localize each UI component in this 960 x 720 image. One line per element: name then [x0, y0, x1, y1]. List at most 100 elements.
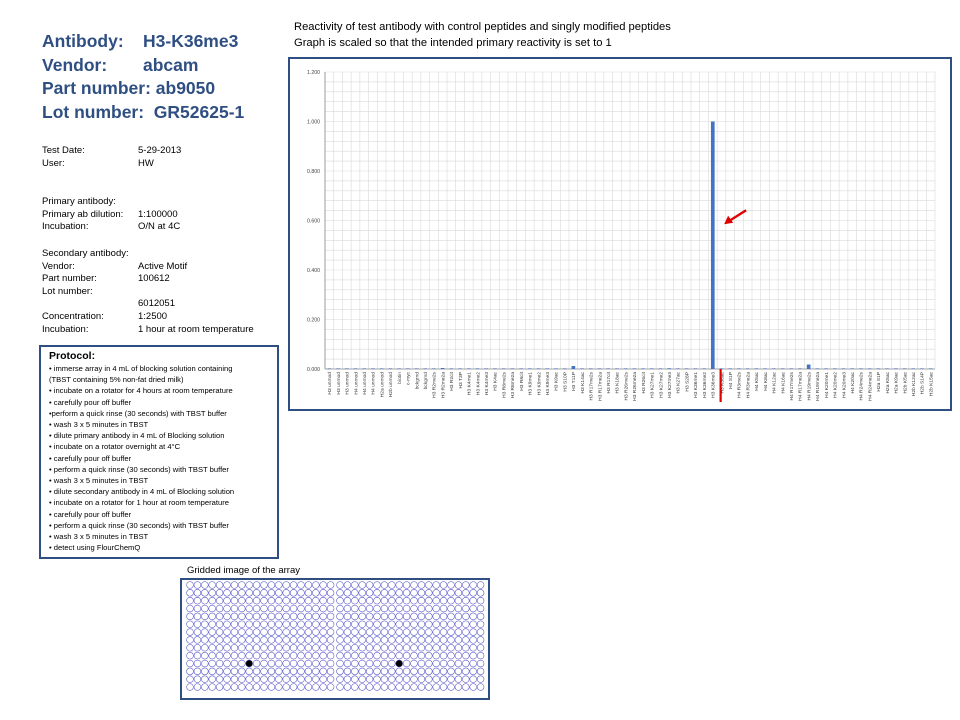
array-spot-outline: [201, 667, 209, 676]
array-spot-outline: [351, 636, 359, 644]
array-spot-outline: [417, 659, 426, 668]
array-spot-outline: [343, 612, 352, 621]
bar: [684, 368, 689, 369]
bar: [562, 368, 567, 369]
array-spot-outline: [208, 620, 216, 628]
array-spot-outline: [454, 636, 463, 644]
lot-number-row: Lot number: GR52625-1: [42, 101, 292, 125]
x-tick-label: H3 T11P: [571, 372, 577, 391]
array-spot-outline: [417, 628, 426, 636]
array-spot-outline: [462, 651, 470, 660]
bar: [658, 368, 663, 369]
array-spot-outline: [223, 628, 231, 636]
array-spot-outline: [351, 667, 359, 676]
array-spot-outline: [365, 683, 374, 691]
array-spot-outline: [343, 644, 352, 652]
test-date-label: Test Date:: [42, 145, 85, 156]
array-spot-outline: [388, 636, 396, 644]
array-spot-outline: [425, 683, 433, 691]
array-spot-outline: [230, 604, 239, 613]
array-spot-outline: [462, 604, 470, 613]
x-tick-label: H3 K36me2: [702, 372, 708, 398]
array-spot-outline: [282, 651, 290, 660]
array-spot-outline: [410, 675, 418, 683]
bar: [728, 368, 733, 369]
y-tick-label: 0.200: [307, 318, 320, 324]
bar: [423, 368, 428, 369]
x-tick-label: H3 R26me2s: [623, 371, 629, 400]
array-spot-outline: [447, 675, 455, 683]
array-spot-outline: [215, 683, 224, 691]
array-spot-outline: [358, 675, 366, 683]
array-spot-outline: [395, 604, 403, 613]
array-spot-outline: [402, 628, 411, 636]
x-tick-label: H2b S14P: [920, 372, 926, 394]
array-spot-outline: [351, 597, 359, 605]
array-spot-outline: [238, 667, 246, 676]
array-spot-outline: [447, 628, 455, 636]
array-spot-outline: [388, 675, 396, 683]
array-spot-outline: [252, 604, 261, 613]
bar: [806, 364, 811, 369]
array-spot-outline: [358, 659, 366, 668]
array-spot-outline: [282, 597, 290, 605]
antibody-value: H3-K36me3: [143, 31, 239, 51]
array-spot-outline: [410, 636, 418, 644]
bar: [763, 368, 767, 369]
array-spot-outline: [304, 604, 313, 613]
bar: [789, 368, 794, 369]
array-spot-outline: [238, 651, 246, 660]
array-spot-outline: [380, 604, 389, 613]
array-spot-outline: [336, 651, 344, 660]
bar: [771, 368, 776, 369]
array-spot-outline: [439, 628, 448, 636]
array-spot-outline: [230, 683, 239, 691]
array-spot-outline: [223, 620, 231, 628]
array-spot-outline: [454, 644, 463, 652]
bar: [519, 368, 523, 369]
array-spot-outline: [469, 589, 477, 597]
array-spot-outline: [410, 667, 418, 676]
array-spot-outline: [343, 675, 352, 683]
array-spot-outline: [289, 683, 298, 691]
array-spot-outline: [432, 604, 440, 613]
x-tick-label: H4 R3me2s: [737, 371, 743, 397]
array-spot-outline: [319, 675, 327, 683]
array-spot-outline: [476, 683, 485, 691]
secondary-part-label: Part number:: [42, 273, 97, 285]
protocol-step: (TBST containing 5% non-fat dried milk): [49, 375, 184, 385]
x-tick-label: H2b K15ac: [928, 371, 934, 396]
array-spot-outline: [245, 636, 253, 644]
array-spot-outline: [365, 589, 374, 597]
array-spot-outline: [432, 612, 440, 621]
array-spot-outline: [312, 581, 320, 589]
array-spot-outline: [282, 683, 290, 691]
array-spot-outline: [252, 612, 261, 621]
array-spot-outline: [343, 683, 352, 691]
protocol-step: • incubate on a rotator overnight at 4°C: [49, 442, 181, 452]
array-spot-outline: [282, 659, 290, 668]
protocol-title: Protocol:: [49, 350, 96, 362]
array-spot-outline: [238, 683, 246, 691]
array-spot-outline: [245, 589, 253, 597]
array-spot-outline: [208, 636, 216, 644]
array-spot-outline: [230, 620, 239, 628]
array-spot-outline: [432, 581, 440, 589]
array-spot-outline: [223, 644, 231, 652]
array-spot-outline: [201, 659, 209, 668]
array-spot-outline: [326, 683, 335, 691]
array-spot-outline: [297, 636, 305, 644]
array-spot-outline: [260, 628, 268, 636]
x-tick-label: c-myc: [407, 371, 412, 385]
array-spot-outline: [208, 581, 216, 589]
protocol-step: • wash 3 x 5 minutes in TBST: [49, 476, 149, 486]
array-spot-outline: [319, 683, 327, 691]
array-spot-outline: [425, 620, 433, 628]
array-spot-outline: [260, 581, 268, 589]
test-date-value: 5-29-2013: [138, 145, 182, 156]
x-tick-label: H4 R17me2s: [789, 371, 795, 400]
x-tick-label: H3 unmod: [345, 372, 351, 395]
array-spot-outline: [336, 628, 344, 636]
bar: [676, 368, 680, 369]
array-spot-outline: [358, 667, 366, 676]
